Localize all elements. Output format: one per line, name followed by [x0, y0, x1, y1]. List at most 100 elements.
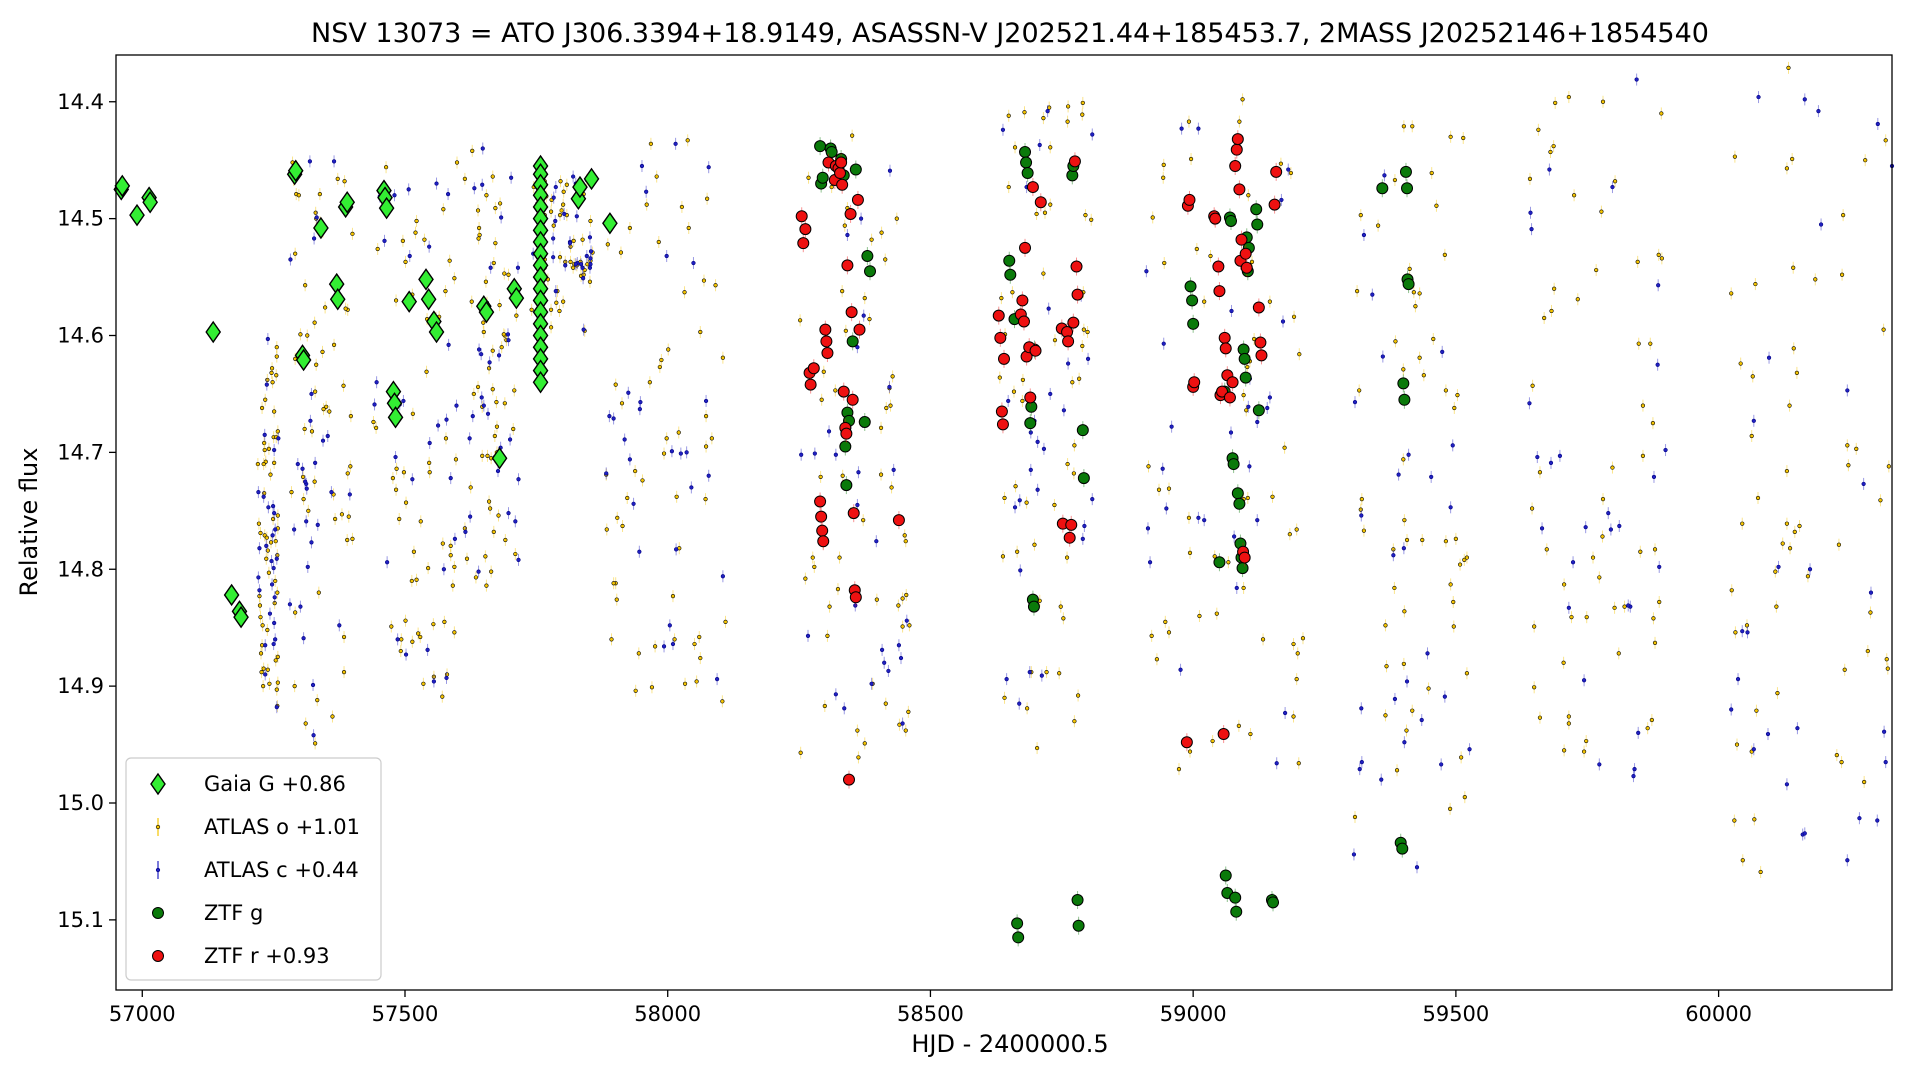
data-point [1251, 218, 1264, 231]
series-ztf-g [814, 137, 1415, 947]
data-point [1455, 393, 1460, 398]
data-point [1219, 869, 1232, 882]
data-point [1019, 241, 1032, 254]
data-point [1239, 247, 1252, 260]
data-point [858, 415, 871, 428]
data-point [435, 423, 441, 428]
data-point [1553, 100, 1558, 106]
data-point [554, 300, 559, 305]
data-point [1402, 740, 1407, 745]
data-point [1608, 527, 1613, 532]
data-point [1425, 651, 1430, 656]
data-point [1583, 525, 1588, 530]
data-point [1067, 316, 1080, 329]
data-point [313, 210, 318, 215]
data-point [1213, 556, 1226, 569]
data-point [1248, 731, 1253, 737]
data-point [999, 296, 1004, 301]
data-point [840, 473, 845, 478]
data-point [1012, 505, 1018, 510]
data-point [397, 516, 402, 522]
data-point [583, 167, 600, 191]
data-point [1027, 669, 1032, 675]
data-point [1547, 167, 1552, 172]
data-point [1011, 389, 1017, 394]
data-point [1584, 738, 1589, 744]
data-point [1597, 762, 1602, 767]
data-point [559, 208, 564, 213]
data-point [846, 335, 859, 348]
data-point [1599, 209, 1604, 214]
data-point [494, 424, 500, 429]
data-point [1443, 539, 1448, 544]
data-point [1161, 175, 1166, 180]
data-point [1784, 468, 1790, 474]
data-point [418, 634, 423, 640]
data-point [1370, 292, 1375, 297]
data-point [313, 741, 318, 746]
data-point [454, 160, 460, 165]
data-point [1058, 604, 1063, 609]
data-point [1842, 667, 1847, 672]
data-point [1034, 211, 1039, 217]
data-point [1090, 132, 1095, 137]
data-point [275, 513, 280, 518]
data-point [649, 685, 655, 690]
data-point [884, 405, 889, 411]
y-tick-label: 14.6 [57, 324, 104, 348]
data-point [1037, 142, 1042, 148]
data-point [327, 409, 332, 414]
data-point [1255, 518, 1260, 523]
data-point [644, 202, 649, 207]
data-point [1025, 706, 1030, 711]
data-point [674, 547, 679, 552]
data-point [670, 594, 676, 599]
data-point [840, 479, 853, 492]
data-point [1532, 624, 1537, 629]
data-point [273, 578, 278, 584]
data-point [301, 497, 306, 502]
data-point [345, 471, 350, 476]
x-tick-label: 60000 [1685, 1002, 1752, 1026]
data-point [490, 387, 495, 392]
data-point [129, 203, 145, 227]
data-point [1169, 424, 1174, 429]
data-point [1252, 301, 1265, 314]
data-point [1035, 745, 1040, 751]
data-point [698, 655, 703, 661]
data-point [1359, 706, 1364, 711]
data-point [490, 174, 495, 179]
data-point [874, 539, 879, 544]
data-point [1839, 272, 1845, 277]
data-point [898, 655, 904, 661]
data-point [1572, 193, 1577, 198]
data-point [640, 478, 645, 483]
data-point [1787, 403, 1792, 408]
data-point [480, 146, 485, 151]
data-point [313, 216, 329, 240]
data-point [263, 672, 268, 677]
data-point [1439, 762, 1444, 767]
data-point [493, 206, 498, 211]
data-point [330, 714, 335, 719]
data-point [508, 286, 525, 310]
data-point [587, 279, 593, 284]
data-point [264, 535, 269, 540]
data-point [1282, 445, 1287, 450]
data-point [587, 265, 593, 270]
data-point [706, 473, 711, 478]
data-point [1267, 395, 1272, 400]
data-point [287, 159, 304, 182]
data-point [345, 537, 350, 543]
data-point [1846, 463, 1851, 468]
data-point [1045, 108, 1050, 114]
data-point [1656, 283, 1661, 288]
data-point [654, 174, 659, 179]
data-point [1196, 515, 1201, 520]
data-point [874, 597, 879, 602]
data-point [269, 370, 274, 376]
data-point [1160, 466, 1165, 471]
data-point [505, 332, 511, 337]
data-point [1228, 430, 1234, 435]
data-point [1805, 574, 1811, 579]
